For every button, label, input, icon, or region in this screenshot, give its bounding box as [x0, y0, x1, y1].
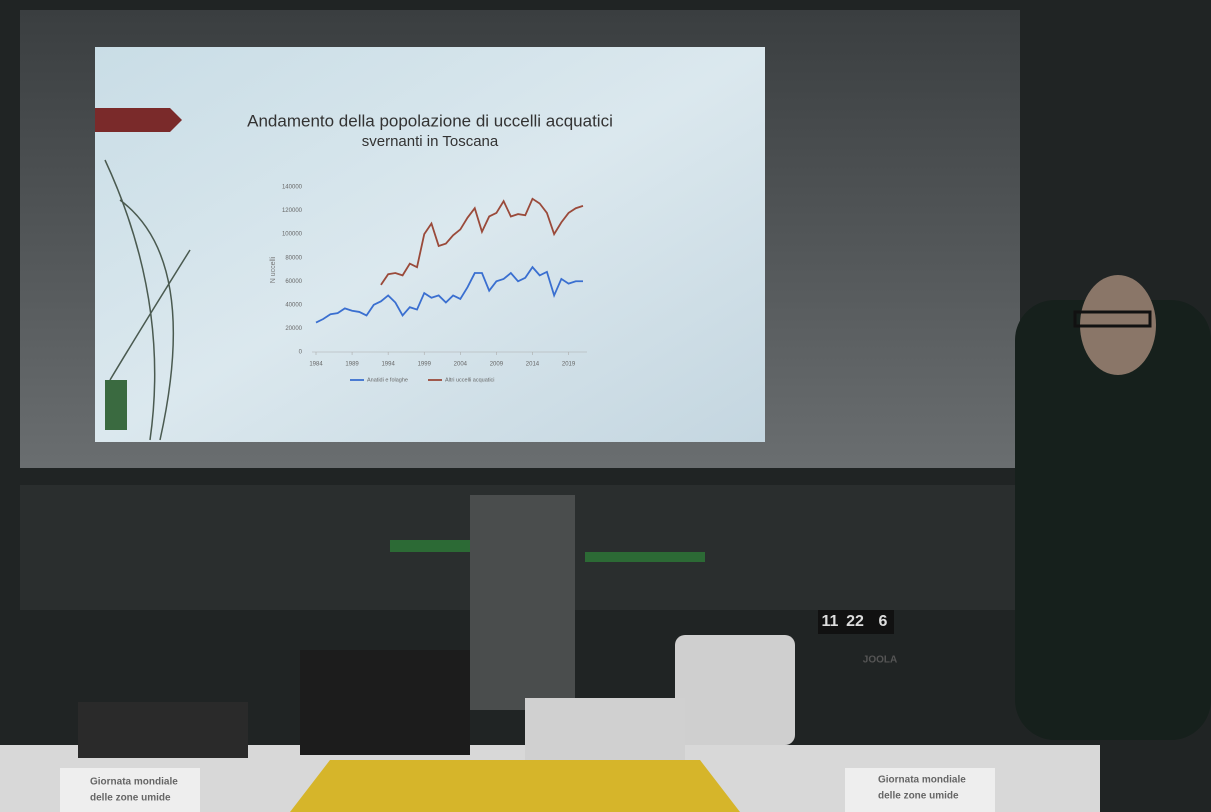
projector — [78, 702, 248, 758]
sign — [60, 768, 200, 812]
chair — [675, 635, 795, 745]
x-tick-label: 2004 — [454, 362, 468, 368]
wall-stripe — [585, 552, 705, 562]
y-tick-label: 120000 — [282, 208, 303, 214]
laptop — [300, 650, 470, 755]
score: 22 — [846, 613, 864, 630]
banner — [290, 760, 740, 812]
y-tick-label: 140000 — [282, 185, 303, 191]
scoreboard: 11 22 6 — [818, 610, 894, 634]
score: 6 — [879, 613, 888, 630]
y-tick-label: 80000 — [285, 255, 302, 261]
x-tick-label: 2009 — [490, 362, 504, 368]
score: 11 — [822, 613, 839, 630]
wall-stripe — [390, 540, 470, 552]
pillar — [470, 495, 575, 710]
printer — [525, 698, 685, 762]
slide-logo — [105, 380, 127, 430]
chart-title: svernanti in Toscana — [362, 133, 499, 150]
x-tick-label: 2014 — [526, 362, 540, 368]
y-tick-label: 40000 — [285, 302, 302, 308]
photo: Andamento della popolazione di uccelli a… — [0, 0, 1211, 812]
x-tick-label: 1989 — [345, 362, 359, 368]
legend-label: Altri uccelli acquatici — [445, 377, 495, 383]
x-tick-label: 2019 — [562, 362, 576, 368]
slide-ribbon — [95, 108, 182, 132]
slide — [95, 47, 765, 442]
sign-text: delle zone umide — [878, 791, 959, 802]
x-tick-label: 1984 — [309, 362, 323, 368]
sign-text: Giornata mondiale — [878, 775, 966, 786]
y-tick-label: 20000 — [285, 326, 302, 332]
x-tick-label: 1994 — [381, 362, 395, 368]
y-tick-label: 60000 — [285, 279, 302, 285]
y-axis-title: N uccelli — [270, 256, 277, 283]
y-tick-label: 100000 — [282, 232, 303, 238]
chart-title: Andamento della popolazione di uccelli a… — [247, 111, 613, 130]
legend-label: Anatidi e folaghe — [367, 377, 408, 383]
sign-text: delle zone umide — [90, 793, 171, 804]
brand: JOOLA — [863, 655, 897, 666]
sign-text: Giornata mondiale — [90, 777, 178, 788]
x-tick-label: 1999 — [418, 362, 432, 368]
